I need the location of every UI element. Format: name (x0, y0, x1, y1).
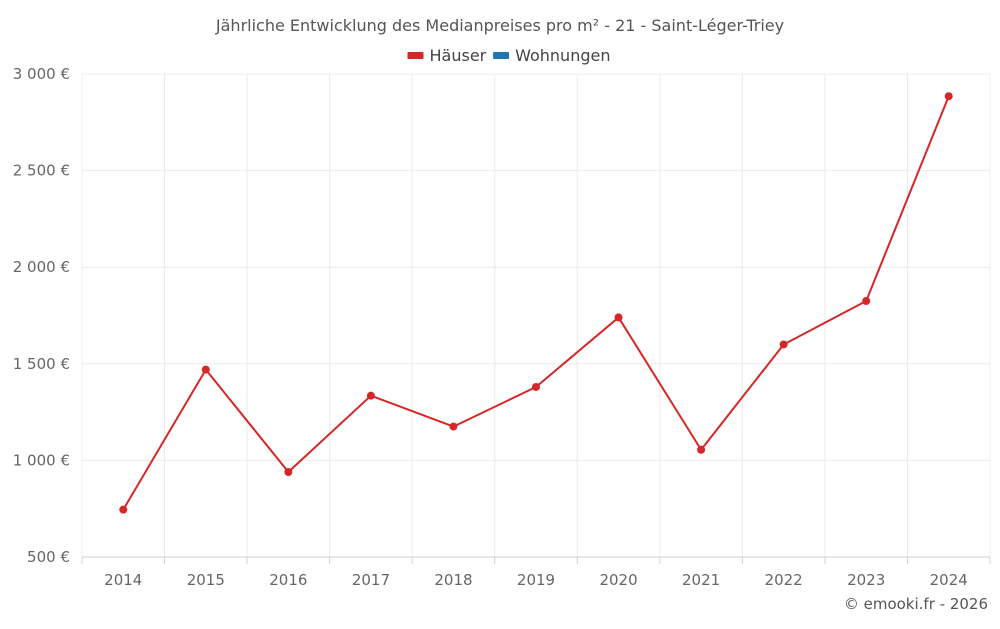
data-point (284, 467, 293, 476)
credit-text: © emooki.fr - 2026 (844, 595, 988, 613)
legend-swatch (407, 52, 424, 59)
grid-lines (81, 73, 991, 558)
y-tick-label: 2 000 € (13, 258, 70, 276)
chart-title: Jährliche Entwicklung des Medianpreises … (215, 16, 784, 35)
x-tick-label: 2021 (682, 571, 720, 589)
data-point (366, 391, 375, 400)
data-point (944, 92, 953, 101)
x-tick-label: 2018 (434, 571, 472, 589)
data-point (119, 505, 128, 514)
data-point (862, 297, 871, 306)
y-tick-label: 2 500 € (13, 162, 70, 180)
legend-label: Wohnungen (515, 46, 610, 65)
y-axis-ticks: 500 € 1 000 € 1 500 € 2 000 € 2 500 € 3 000 € (13, 65, 70, 566)
x-tick-label: 2019 (517, 571, 555, 589)
data-point (201, 365, 210, 374)
y-tick-label: 1 000 € (13, 451, 70, 469)
series-layer (119, 92, 953, 514)
x-tick-label: 2023 (847, 571, 885, 589)
data-point (532, 382, 540, 391)
data-point (779, 340, 788, 349)
y-tick-label: 500 € (27, 548, 70, 566)
x-tick-label: 2022 (765, 571, 803, 589)
legend: Häuser Wohnungen (407, 46, 610, 65)
legend-label: Häuser (430, 46, 487, 65)
data-point (614, 313, 623, 322)
x-axis-ticks: 2014 2015 2016 2017 2018 2019 2020 2021 2022 2023… (81, 557, 991, 589)
legend-swatch (493, 52, 510, 59)
x-tick-label: 2016 (269, 571, 307, 589)
x-tick-label: 2020 (599, 571, 637, 589)
data-point (697, 445, 706, 454)
y-tick-label: 1 500 € (13, 355, 70, 373)
x-tick-label: 2015 (187, 571, 225, 589)
x-tick-label: 2017 (352, 571, 390, 589)
y-tick-label: 3 000 € (13, 65, 70, 83)
x-tick-label: 2024 (930, 571, 968, 589)
data-point (449, 422, 458, 431)
x-tick-label: 2014 (104, 571, 142, 589)
